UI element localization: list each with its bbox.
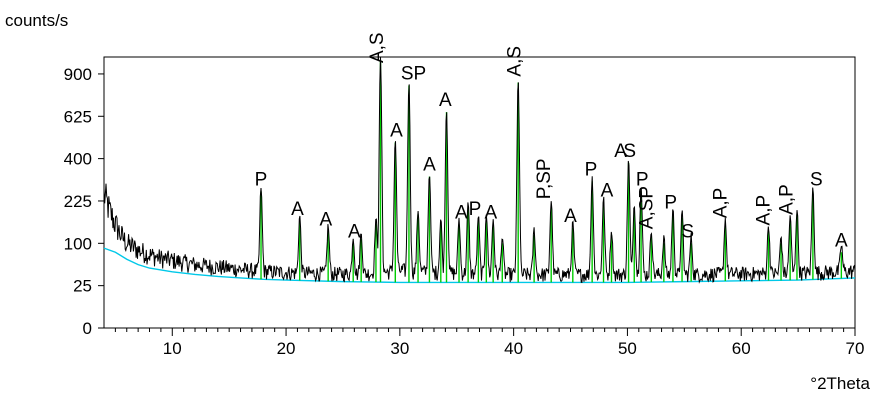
peak-label: S [810, 169, 823, 190]
peak-label: A [835, 230, 848, 251]
x-tick-label: 40 [504, 339, 523, 358]
peak-label: A [390, 120, 403, 141]
peak-label: A [291, 199, 304, 220]
measured-pattern-layer [103, 56, 856, 284]
peak-label: S [623, 141, 636, 162]
peak-label: A [485, 202, 498, 223]
axes-frame [103, 56, 856, 329]
y-tick-label: 625 [64, 107, 92, 126]
peak-label: A [601, 180, 614, 201]
y-tick-label: 25 [73, 277, 92, 296]
y-tick-label: 900 [64, 65, 92, 84]
x-tick-label: 30 [390, 339, 409, 358]
x-tick-label: 20 [277, 339, 296, 358]
peak-label: A [423, 155, 436, 176]
background-curve-layer [103, 247, 856, 284]
peak-label: P [636, 169, 649, 190]
peak-label: SP [401, 63, 426, 84]
peak-label: A,P [754, 195, 775, 226]
reference-peaks-layer [260, 60, 843, 283]
peak-label: A,P [710, 188, 731, 219]
peak-label: A [614, 141, 627, 162]
peak-label: A,S [504, 46, 525, 77]
peak-label: A [439, 90, 452, 111]
x-tick-label: 60 [732, 339, 751, 358]
peak-label: P,SP [534, 158, 555, 199]
x-tick-label: 70 [846, 339, 865, 358]
x-tick-label: 50 [618, 339, 637, 358]
peak-label: A,SP [636, 186, 657, 229]
peak-label: A,S [367, 32, 388, 63]
axis-ticks: 0 25 100 225 400 625 900 10 20 30 40 50 60 70 [64, 65, 865, 358]
peak-label: P [664, 192, 677, 213]
peak-label: P [585, 159, 598, 180]
y-tick-label: 100 [64, 234, 92, 253]
measured-pattern-line [103, 56, 856, 284]
x-axis-title: °2Theta [810, 374, 870, 393]
y-tick-label: 225 [64, 192, 92, 211]
peak-label: A [455, 202, 468, 223]
peak-label: S [681, 221, 694, 242]
y-tick-label: 0 [83, 319, 92, 338]
peak-label: A [320, 209, 333, 230]
plot-frame [103, 56, 856, 329]
peak-label: P [469, 199, 482, 220]
peak-label: A [564, 206, 577, 227]
y-tick-label: 400 [64, 150, 92, 169]
background-curve [103, 247, 856, 284]
x-tick-label: 10 [163, 339, 182, 358]
peak-label: P [255, 169, 268, 190]
y-axis-title: counts/s [5, 11, 68, 30]
peak-label: A,P [776, 184, 797, 215]
peak-label: A [348, 221, 361, 242]
